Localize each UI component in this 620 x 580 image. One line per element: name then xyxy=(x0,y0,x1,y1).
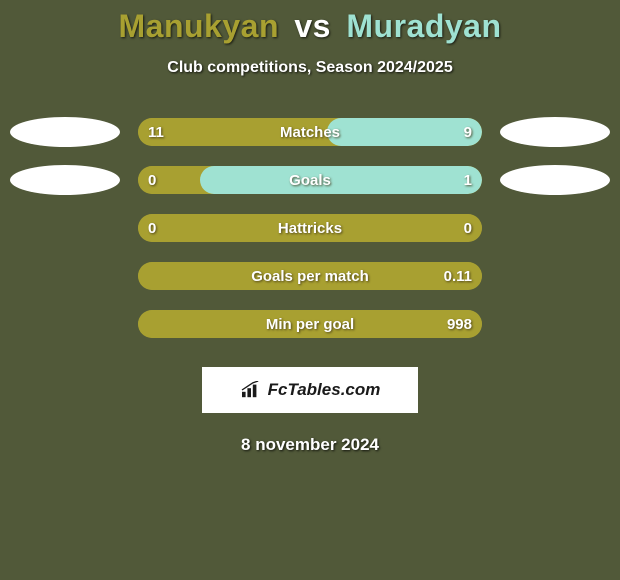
bar-fill-left xyxy=(138,166,200,194)
bar-fill-right xyxy=(200,166,482,194)
stat-bar: Goals per match0.11 xyxy=(138,262,482,290)
bar-fill-left xyxy=(138,118,327,146)
bar-fill-left xyxy=(138,214,482,242)
chart-icon xyxy=(240,381,262,399)
bar-fill-left xyxy=(138,310,482,338)
player1-badge xyxy=(10,165,120,195)
player1-name: Manukyan xyxy=(119,8,279,44)
logo-text: FcTables.com xyxy=(268,380,381,400)
vs-text: vs xyxy=(294,8,331,44)
spacer xyxy=(500,213,610,243)
page-title: Manukyan vs Muradyan xyxy=(0,0,620,45)
player2-name: Muradyan xyxy=(346,8,501,44)
spacer xyxy=(500,309,610,339)
stat-row: Matches119 xyxy=(0,117,620,147)
spacer xyxy=(10,309,120,339)
stat-bar: Min per goal998 xyxy=(138,310,482,338)
player2-badge xyxy=(500,117,610,147)
player2-badge xyxy=(500,165,610,195)
logo-box: FcTables.com xyxy=(202,367,418,413)
spacer xyxy=(500,261,610,291)
stat-row: Goals per match0.11 xyxy=(0,261,620,291)
stat-bar: Goals01 xyxy=(138,166,482,194)
bar-fill-left xyxy=(138,262,482,290)
date-text: 8 november 2024 xyxy=(0,435,620,455)
spacer xyxy=(10,213,120,243)
bar-fill-right xyxy=(327,118,482,146)
stat-bar: Matches119 xyxy=(138,118,482,146)
stat-row: Hattricks00 xyxy=(0,213,620,243)
subtitle: Club competitions, Season 2024/2025 xyxy=(0,59,620,77)
stat-bar: Hattricks00 xyxy=(138,214,482,242)
stat-row: Min per goal998 xyxy=(0,309,620,339)
stat-row: Goals01 xyxy=(0,165,620,195)
player1-badge xyxy=(10,117,120,147)
comparison-card: Manukyan vs Muradyan Club competitions, … xyxy=(0,0,620,580)
stats-rows: Matches119 Goals01 Hattricks00 Goals per ma… xyxy=(0,117,620,339)
spacer xyxy=(10,261,120,291)
